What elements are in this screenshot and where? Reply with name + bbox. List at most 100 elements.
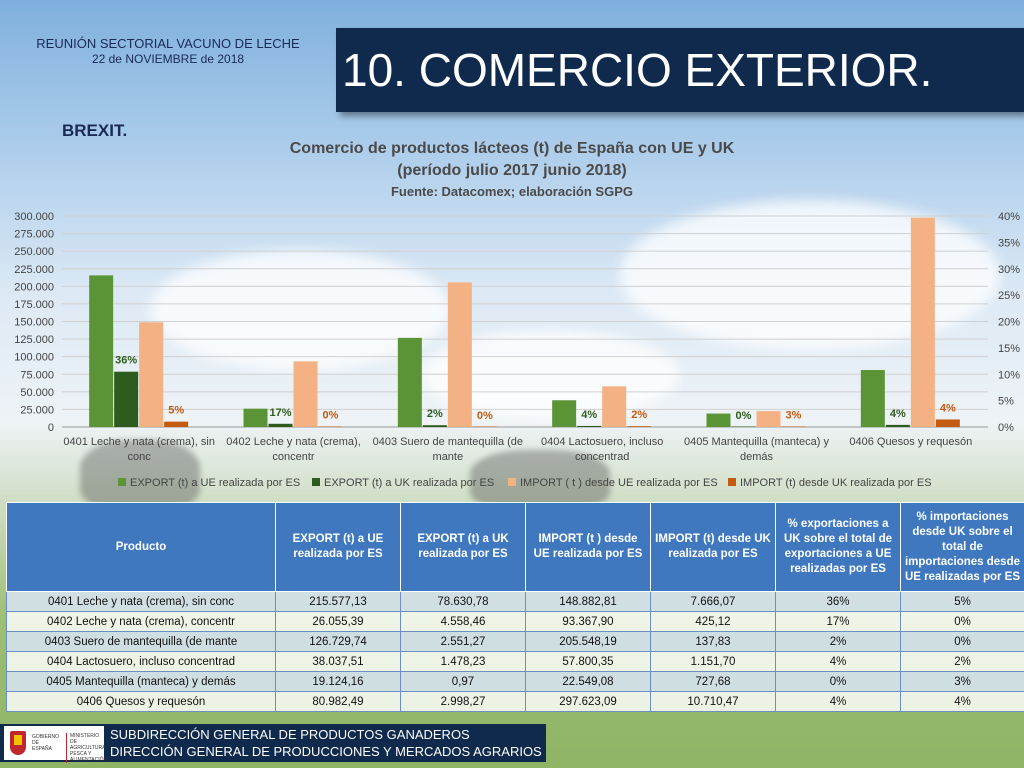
y-tick-label: 150.000 [14,317,54,329]
x-tick-label: 0405 Mantequilla (manteca) y [684,436,829,448]
table-cell: 0402 Leche y nata (crema), concentr [6,611,276,632]
data-label: 0% [323,410,339,422]
x-tick-label: concentr [272,451,315,463]
table-cell: 2% [775,631,901,652]
logo-ministry-text: MINISTERIO DE AGRICULTURA, PESCA Y ALIME… [66,733,107,763]
data-label: 5% [168,405,184,417]
table-cell: 4.558,46 [400,611,526,632]
table-row: 0404 Lactosuero, incluso concentrad 38.03… [6,651,1024,672]
coat-of-arms-crown-icon [14,735,22,745]
table-cell: 0401 Leche y nata (crema), sin conc [6,591,276,612]
legend-swatch [312,478,320,486]
bar [935,419,960,427]
table-row: 0402 Leche y nata (crema), concentr 26.05… [6,611,1024,632]
bar [243,408,268,427]
x-tick-label: 0402 Leche y nata (crema), [226,436,361,448]
table-cell: 425,12 [650,611,776,632]
y2-tick-label: 0% [998,422,1014,434]
slide-title: 10. COMERCIO EXTERIOR. [336,28,1024,112]
bar [447,282,472,427]
meeting-info: REUNIÓN SECTORIAL VACUNO DE LECHE 22 de … [0,36,336,66]
table-cell: 0406 Quesos y requesón [6,691,276,712]
government-logo: GOBIERNO DE ESPAÑA MINISTERIO DE AGRICUL… [4,726,107,763]
table-cell: 0% [900,631,1024,652]
table-cell: 78.630,78 [400,591,526,612]
bar [627,426,652,427]
bar [781,426,806,427]
data-label: 0% [477,410,493,422]
table-header-cell: EXPORT (t) a UK realizada por ES [400,502,526,592]
x-tick-label: 0403 Suero de mantequilla (de [373,436,523,448]
table-cell: 1.478,23 [400,651,526,672]
table-cell: 7.666,07 [650,591,776,612]
table-cell: 2% [900,651,1024,672]
bar [552,400,577,427]
logo-government-text: GOBIERNO DE ESPAÑA [32,734,59,752]
bar [114,371,139,427]
y2-tick-label: 20% [998,317,1020,329]
table-header-cell: Producto [6,502,276,592]
table-cell: 4% [775,651,901,672]
table-cell: 36% [775,591,901,612]
bar [89,275,114,427]
y2-tick-label: 30% [998,264,1020,276]
y-tick-label: 175.000 [14,299,54,311]
table-cell: 17% [775,611,901,632]
section-heading: BREXIT. [62,121,128,140]
bar [860,370,885,427]
table-cell: 5% [900,591,1024,612]
table-row: 0405 Mantequilla (manteca) y demás 19.124… [6,671,1024,692]
legend-label: IMPORT ( t ) desde UE realizada por ES [520,477,718,489]
table-cell: 0405 Mantequilla (manteca) y demás [6,671,276,692]
bar [731,426,756,427]
footer-line1: SUBDIRECCIÓN GENERAL DE PRODUCTOS GANADE… [110,727,470,742]
table-cell: 137,83 [650,631,776,652]
x-tick-label: mante [433,451,464,463]
table-header-cell: IMPORT (t) desde UK realizada por ES [650,502,776,592]
table-cell: 0% [775,671,901,692]
bar [164,421,189,427]
table-cell: 57.800,35 [525,651,651,672]
x-tick-label: conc [128,451,152,463]
data-label: 2% [631,409,647,421]
bar [756,411,781,427]
y2-tick-label: 15% [998,343,1020,355]
table-cell: 1.151,70 [650,651,776,672]
data-label: 4% [890,408,906,420]
table-cell: 3% [900,671,1024,692]
data-label: 17% [269,407,291,419]
data-label: 4% [940,402,956,414]
y-tick-label: 275.000 [14,229,54,241]
y-tick-label: 200.000 [14,281,54,293]
table-cell: 0% [900,611,1024,632]
bar [472,426,497,427]
meeting-date: 22 de NOVIEMBRE de 2018 [91,52,245,66]
table-cell: 10.710,47 [650,691,776,712]
y2-tick-label: 40% [998,211,1020,223]
bar [139,322,164,427]
table-cell: 4% [775,691,901,712]
y-tick-label: 125.000 [14,334,54,346]
y2-tick-label: 25% [998,290,1020,302]
footer-bar: GOBIERNO DE ESPAÑA MINISTERIO DE AGRICUL… [0,724,546,763]
table-cell: 297.623,09 [525,691,651,712]
bar [397,337,422,427]
y2-tick-label: 35% [998,237,1020,249]
x-tick-label: 0406 Quesos y requesón [849,436,972,448]
y-tick-label: 0 [48,422,54,434]
bar [602,386,627,427]
table-cell: 205.548,19 [525,631,651,652]
bar [422,425,447,427]
footer-text: SUBDIRECCIÓN GENERAL DE PRODUCTOS GANADE… [110,726,542,760]
table-row: 0401 Leche y nata (crema), sin conc 215.5… [6,591,1024,612]
x-tick-label: concentrad [575,451,629,463]
chart-subtitle: (período julio 2017 junio 2018) [397,162,627,179]
table-cell: 148.882,81 [525,591,651,612]
table-cell: 26.055,39 [275,611,401,632]
y-tick-label: 300.000 [14,211,54,223]
x-tick-label: 0404 Lactosuero, incluso [541,436,663,448]
table-row: 0406 Quesos y requesón 80.982,49 2.998,27 2… [6,691,1024,712]
bar [706,413,731,427]
y-tick-label: 225.000 [14,264,54,276]
footer-line2: DIRECCIÓN GENERAL DE PRODUCCIONES Y MERC… [110,744,542,759]
